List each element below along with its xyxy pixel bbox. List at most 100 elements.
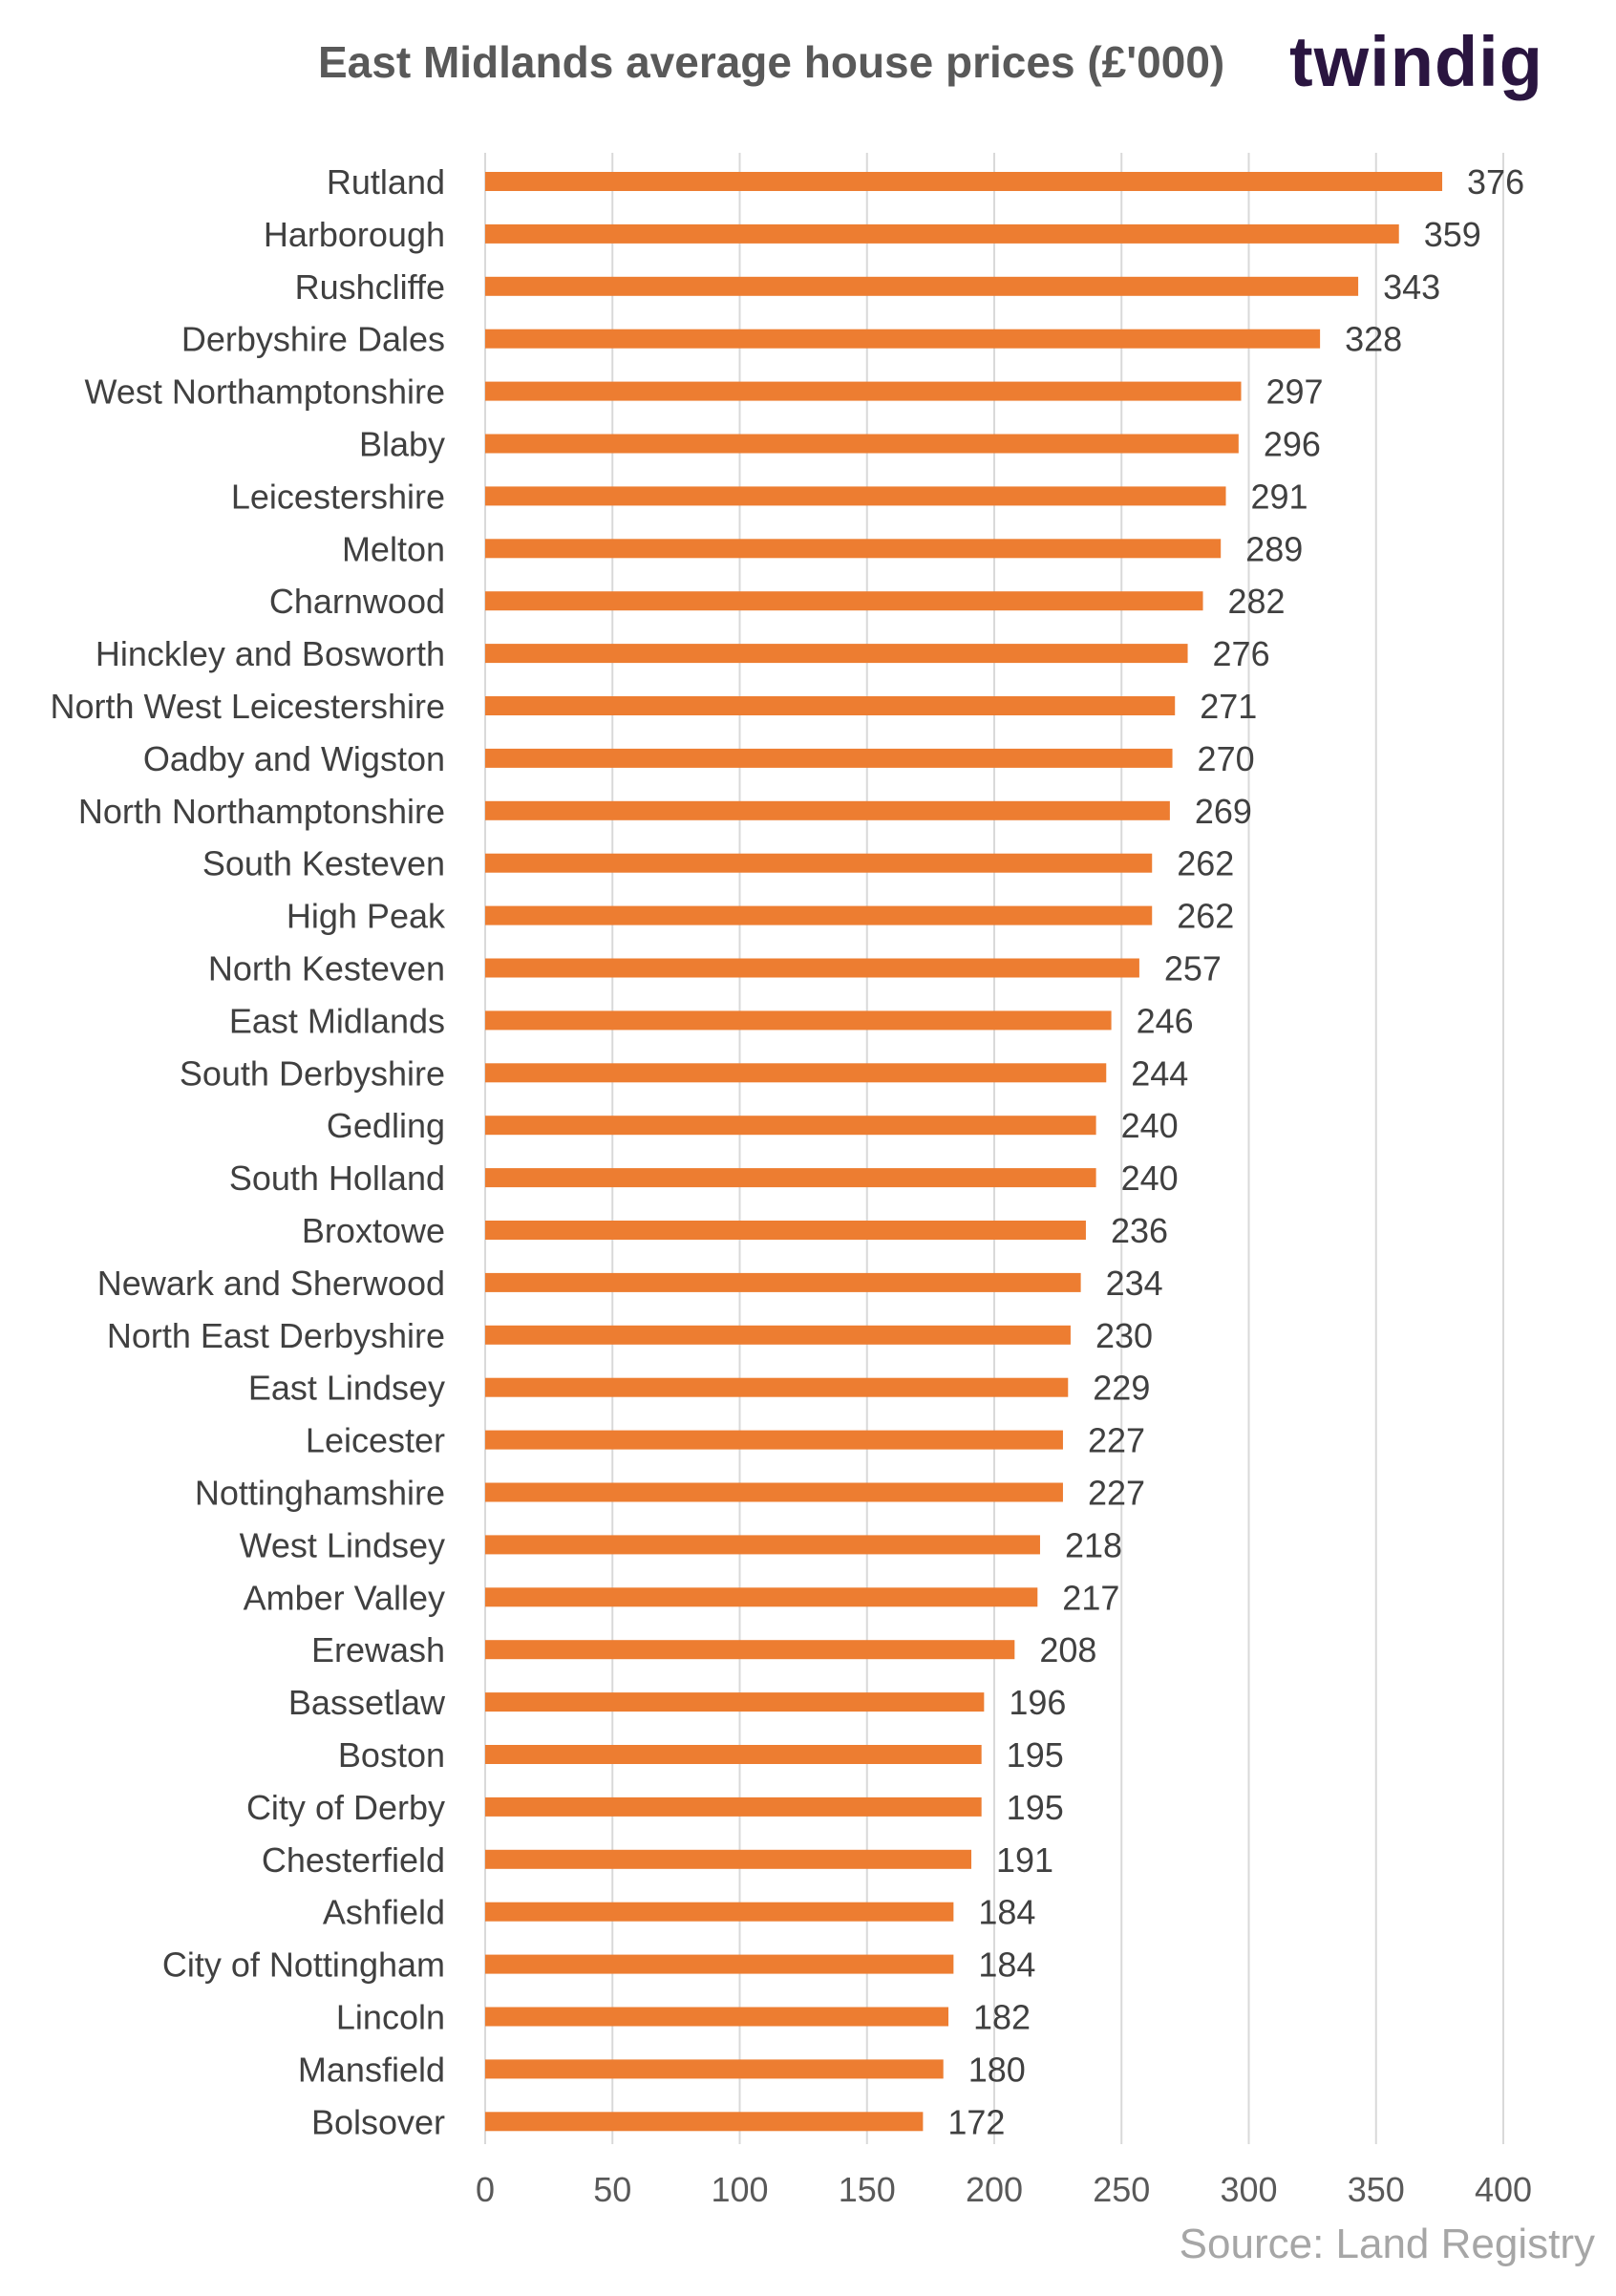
category-label: Leicestershire	[231, 477, 445, 516]
x-tick-label: 100	[711, 2170, 768, 2209]
data-label: 195	[1007, 1788, 1064, 1827]
category-label: Boston	[338, 1735, 445, 1775]
data-label: 208	[1039, 1630, 1096, 1669]
category-label: North East Derbyshire	[107, 1316, 445, 1355]
bar	[485, 486, 1226, 506]
bar	[485, 958, 1139, 978]
data-label: 270	[1198, 739, 1255, 778]
bar	[485, 1221, 1086, 1240]
bar	[485, 2059, 944, 2079]
category-label: Broxtowe	[302, 1211, 445, 1250]
bar	[485, 696, 1176, 715]
bar	[485, 1272, 1081, 1292]
data-label: 196	[1009, 1683, 1066, 1722]
data-label: 291	[1251, 477, 1308, 516]
category-label: Blaby	[359, 425, 445, 464]
data-label: 234	[1106, 1264, 1163, 1303]
bar	[485, 1325, 1071, 1345]
category-labels: Rutland Harborough Rushcliffe Derbyshire Da…	[51, 162, 446, 2141]
data-label: 328	[1345, 320, 1402, 359]
data-label: 218	[1065, 1525, 1122, 1564]
source-note: Source: Land Registry	[1179, 2221, 1595, 2267]
category-label: Gedling	[327, 1106, 445, 1145]
category-label: City of Derby	[246, 1788, 445, 1827]
data-label: 276	[1213, 634, 1270, 673]
bar	[485, 1692, 985, 1712]
bar	[485, 276, 1359, 296]
bar	[485, 748, 1173, 768]
x-tick-label: 350	[1348, 2170, 1405, 2209]
category-label: Newark and Sherwood	[97, 1264, 445, 1303]
bar	[485, 1116, 1096, 1136]
chart-title: East Midlands average house prices (£'00…	[318, 37, 1225, 87]
data-label: 230	[1095, 1316, 1153, 1355]
category-label: High Peak	[287, 897, 446, 936]
data-label: 184	[978, 1893, 1035, 1932]
data-label: 269	[1195, 792, 1252, 831]
x-tick-label: 0	[476, 2170, 495, 2209]
bar	[485, 1063, 1107, 1083]
data-label: 244	[1131, 1053, 1188, 1093]
data-label: 289	[1245, 529, 1303, 568]
bar	[485, 539, 1222, 559]
bar	[485, 1587, 1038, 1607]
category-label: Melton	[342, 529, 445, 568]
data-label: 182	[973, 1998, 1031, 2037]
x-tick-label: 50	[593, 2170, 631, 2209]
data-label: 359	[1424, 215, 1481, 254]
bar	[485, 1535, 1040, 1555]
bar	[485, 1954, 954, 1974]
bar	[485, 2112, 924, 2132]
category-label: East Midlands	[229, 1001, 445, 1040]
bar	[485, 381, 1242, 401]
category-label: Oadby and Wigston	[143, 739, 445, 778]
bar	[485, 644, 1188, 664]
data-label: 191	[996, 1840, 1053, 1880]
category-label: South Kesteven	[202, 844, 445, 883]
bar	[485, 434, 1239, 454]
data-label: 296	[1264, 425, 1321, 464]
data-label: 217	[1062, 1578, 1119, 1617]
x-tick-label: 200	[966, 2170, 1023, 2209]
category-label: East Lindsey	[248, 1369, 445, 1408]
category-label: North Northamptonshire	[78, 792, 445, 831]
category-label: North West Leicestershire	[51, 687, 446, 726]
bar	[485, 329, 1321, 349]
x-tick-label: 300	[1220, 2170, 1277, 2209]
x-tick-label: 250	[1093, 2170, 1150, 2209]
data-label: 229	[1093, 1369, 1150, 1408]
data-label: 172	[947, 2102, 1005, 2141]
bar	[485, 1168, 1096, 1188]
bar	[485, 800, 1170, 820]
category-label: Charnwood	[269, 582, 445, 621]
category-label: Leicester	[306, 1421, 445, 1460]
data-label: 240	[1121, 1106, 1179, 1145]
x-tick-label: 400	[1475, 2170, 1532, 2209]
category-label: Hinckley and Bosworth	[96, 634, 445, 673]
data-label: 262	[1177, 897, 1234, 936]
category-label: Derbyshire Dales	[181, 320, 445, 359]
data-label: 236	[1111, 1211, 1168, 1250]
bars	[485, 172, 1443, 2132]
category-label: Mansfield	[298, 2050, 445, 2089]
bar	[485, 853, 1153, 873]
twindig-logo: twindig	[1289, 22, 1543, 101]
category-label: Erewash	[311, 1630, 445, 1669]
data-label: 257	[1164, 949, 1222, 989]
category-label: North Kesteven	[208, 949, 445, 989]
bar	[485, 1640, 1015, 1660]
bar	[485, 1430, 1063, 1450]
data-label: 271	[1200, 687, 1257, 726]
data-label: 227	[1088, 1421, 1145, 1460]
category-label: Lincoln	[336, 1998, 445, 2037]
bar	[485, 1377, 1069, 1397]
x-tick-label: 150	[839, 2170, 896, 2209]
bar	[485, 1482, 1063, 1502]
category-label: Ashfield	[323, 1893, 445, 1932]
bar	[485, 172, 1443, 191]
category-label: City of Nottingham	[162, 1945, 445, 1985]
data-label: 240	[1121, 1159, 1179, 1198]
category-label: West Lindsey	[240, 1525, 445, 1564]
category-label: South Derbyshire	[180, 1053, 445, 1093]
